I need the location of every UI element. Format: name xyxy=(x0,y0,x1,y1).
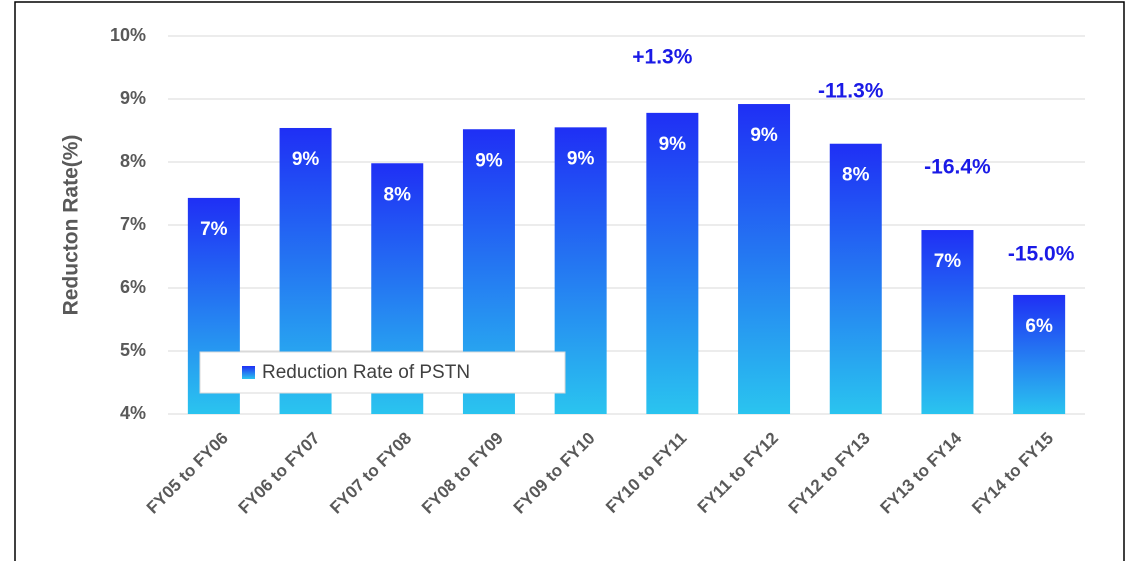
value-label: 7% xyxy=(200,219,228,240)
x-tick-label: FY07 to FY08 xyxy=(326,429,415,518)
value-label: 9% xyxy=(659,134,687,155)
x-tick-label: FY06 to FY07 xyxy=(235,429,324,518)
x-tick-label: FY14 to FY15 xyxy=(968,429,1057,518)
x-tick-label: FY08 to FY09 xyxy=(418,429,507,518)
y-tick-label: 4% xyxy=(120,403,146,423)
y-tick-label: 6% xyxy=(120,277,146,297)
x-tick-label: FY05 to FY06 xyxy=(143,429,232,518)
bar xyxy=(1013,294,1066,414)
value-label: 7% xyxy=(934,251,962,272)
x-tick-label: FY11 to FY12 xyxy=(694,429,782,517)
bar xyxy=(921,230,974,414)
bar xyxy=(738,104,791,414)
legend: Reduction Rate of PSTN xyxy=(199,351,566,394)
x-tick-label: FY12 to FY13 xyxy=(785,429,874,518)
value-label: 9% xyxy=(750,125,778,146)
bar xyxy=(829,143,882,415)
x-tick-label: FY10 to FY11 xyxy=(602,429,690,517)
legend-label: Reduction Rate of PSTN xyxy=(262,362,470,383)
y-tick-label: 8% xyxy=(120,151,146,171)
value-label: 8% xyxy=(384,184,412,205)
annotation: -15.0% xyxy=(1008,243,1075,266)
value-label: 9% xyxy=(292,149,320,170)
legend-box xyxy=(199,351,566,394)
legend-swatch xyxy=(242,366,255,379)
bar xyxy=(646,112,699,415)
annotation: -16.4% xyxy=(924,156,991,179)
y-tick-label: 5% xyxy=(120,340,146,360)
y-tick-label: 7% xyxy=(120,214,146,234)
annotation: +1.3% xyxy=(632,46,692,69)
x-tick-label: FY09 to FY10 xyxy=(510,429,599,518)
y-tick-label: 10% xyxy=(110,25,146,45)
y-axis-label: Reducton Rate(%) xyxy=(60,135,83,316)
frame xyxy=(14,1,1125,561)
value-label: 9% xyxy=(475,150,503,171)
annotation: -11.3% xyxy=(818,80,884,103)
y-tick-label: 9% xyxy=(120,88,146,108)
x-tick-label: FY13 to FY14 xyxy=(877,428,966,517)
value-label: 8% xyxy=(842,165,870,186)
value-label: 9% xyxy=(567,148,595,169)
value-label: 6% xyxy=(1025,316,1053,337)
